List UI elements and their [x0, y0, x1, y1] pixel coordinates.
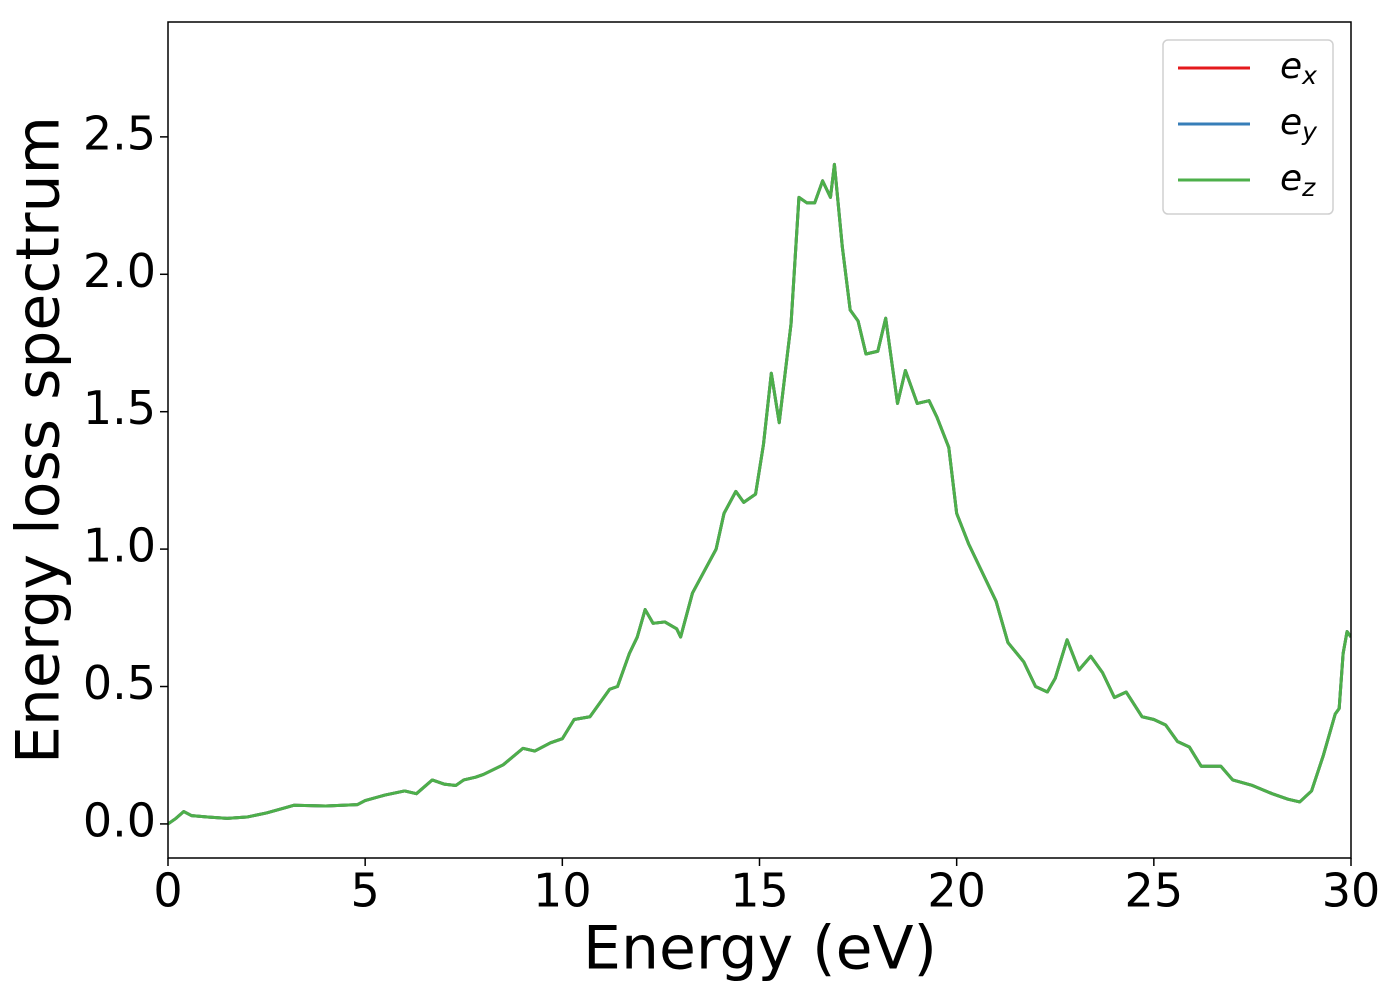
x-tick-label: 15: [730, 864, 789, 918]
legend-box: [1162, 39, 1334, 215]
x-tick-label: 30: [1322, 864, 1381, 918]
legend-label-sub: y: [1301, 117, 1318, 146]
x-tick-label: 5: [351, 864, 380, 918]
series-line: [168, 162, 1351, 826]
legend-label: ez: [1280, 158, 1316, 202]
x-tick-label: 25: [1125, 864, 1184, 918]
x-axis-label: Energy (eV): [583, 914, 937, 984]
y-tick-label: 0.0: [83, 793, 156, 847]
y-tick-label: 0.5: [83, 656, 156, 710]
legend-label-sub: z: [1301, 173, 1316, 202]
legend-label: ex: [1280, 46, 1317, 90]
x-tick-label: 0: [153, 864, 182, 918]
legend-label: ey: [1280, 102, 1318, 146]
y-tick-label: 2.5: [83, 106, 156, 160]
y-axis-label: Energy loss spectrum: [4, 116, 74, 764]
plot-frame: [167, 21, 1352, 859]
legend-label-base: e: [1280, 158, 1302, 199]
legend-label-base: e: [1280, 46, 1302, 87]
legend-label-sub: x: [1301, 61, 1317, 90]
y-tick-label: 1.0: [83, 519, 156, 573]
y-tick-label: 1.5: [83, 381, 156, 435]
y-tick-label: 2.0: [83, 244, 156, 298]
series-line: [168, 162, 1351, 826]
series-line: [168, 162, 1351, 826]
legend-label-base: e: [1280, 102, 1302, 143]
x-tick-label: 20: [927, 864, 986, 918]
x-tick-label: 10: [533, 864, 592, 918]
